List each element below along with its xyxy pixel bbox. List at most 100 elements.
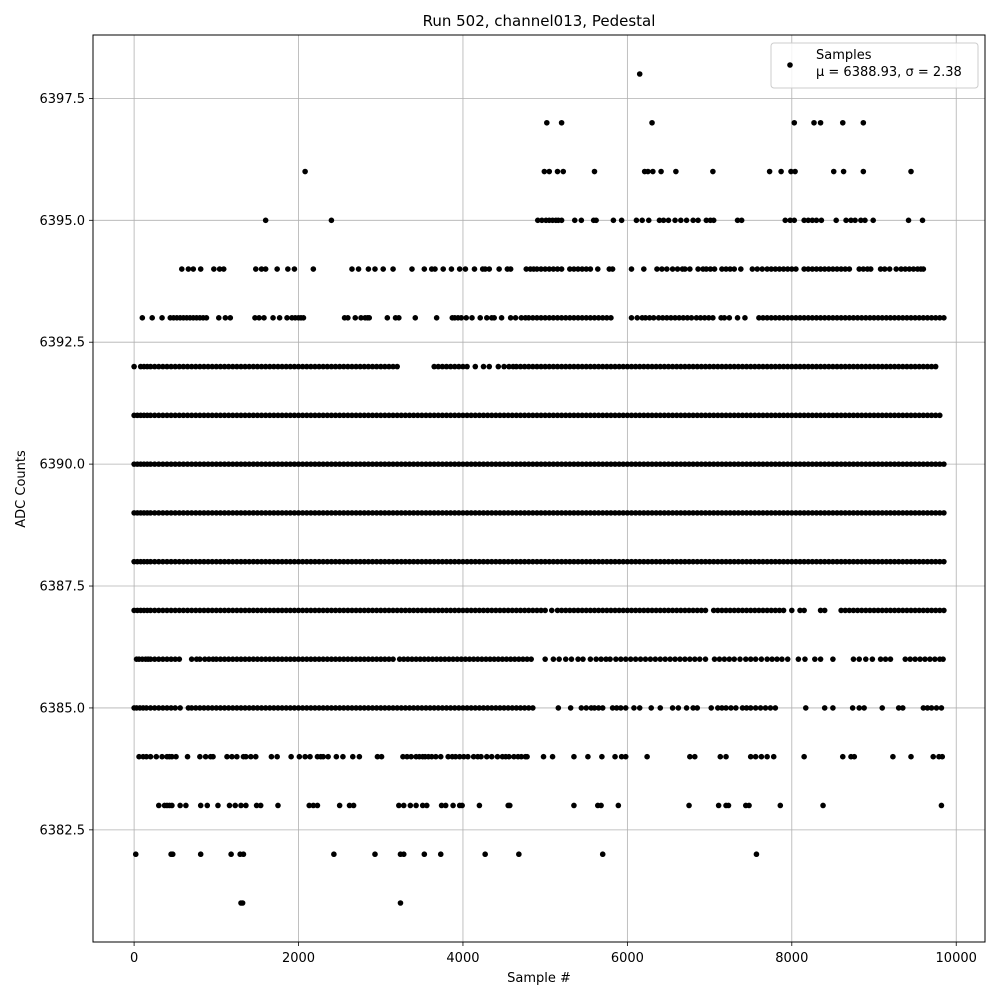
data-point bbox=[246, 705, 253, 711]
data-point bbox=[554, 461, 561, 467]
data-point bbox=[176, 656, 183, 662]
data-point bbox=[579, 558, 585, 565]
data-point bbox=[697, 315, 704, 321]
data-point bbox=[517, 363, 524, 370]
data-point bbox=[657, 705, 664, 711]
data-point bbox=[661, 412, 668, 419]
data-point bbox=[541, 168, 548, 175]
data-point bbox=[275, 510, 281, 516]
data-point bbox=[476, 705, 483, 711]
data-point bbox=[497, 510, 503, 516]
data-point bbox=[242, 656, 248, 662]
data-point bbox=[760, 363, 766, 370]
data-point bbox=[472, 607, 479, 614]
data-point bbox=[369, 705, 376, 711]
data-point bbox=[710, 168, 716, 175]
data-point bbox=[673, 168, 679, 175]
data-point bbox=[854, 412, 861, 419]
data-point bbox=[484, 558, 491, 565]
data-point bbox=[661, 607, 668, 614]
data-point bbox=[567, 315, 573, 321]
data-point bbox=[899, 558, 906, 565]
data-point bbox=[439, 363, 446, 370]
data-point bbox=[838, 266, 844, 272]
data-point bbox=[456, 607, 462, 614]
data-point bbox=[546, 363, 553, 370]
data-point bbox=[295, 705, 302, 711]
data-point bbox=[271, 705, 277, 711]
data-point bbox=[320, 558, 326, 565]
data-point bbox=[725, 802, 732, 809]
data-point bbox=[262, 656, 269, 662]
data-point bbox=[706, 558, 713, 565]
data-point bbox=[373, 558, 380, 565]
data-point bbox=[567, 412, 573, 419]
data-point bbox=[784, 363, 791, 370]
data-point bbox=[345, 705, 351, 711]
data-point bbox=[414, 558, 421, 565]
data-point bbox=[731, 461, 738, 467]
data-point bbox=[658, 168, 664, 175]
data-point bbox=[645, 461, 651, 467]
data-point bbox=[373, 363, 380, 370]
data-point bbox=[308, 461, 314, 467]
data-point bbox=[899, 510, 906, 516]
data-point bbox=[328, 558, 335, 565]
data-point bbox=[567, 363, 573, 370]
data-point bbox=[437, 753, 444, 760]
data-point bbox=[669, 705, 676, 711]
data-point bbox=[525, 363, 532, 370]
data-point bbox=[464, 461, 470, 467]
data-point bbox=[222, 315, 229, 321]
data-point bbox=[920, 412, 927, 419]
data-point bbox=[254, 558, 261, 565]
data-point bbox=[867, 461, 873, 467]
data-point bbox=[221, 705, 228, 711]
data-point bbox=[686, 510, 692, 516]
data-point bbox=[308, 607, 314, 614]
data-point bbox=[417, 656, 424, 662]
data-point bbox=[665, 510, 672, 516]
data-point bbox=[349, 607, 355, 614]
data-point bbox=[160, 461, 166, 467]
data-point bbox=[456, 753, 463, 760]
data-point bbox=[464, 607, 470, 614]
data-point bbox=[739, 558, 746, 565]
data-point bbox=[409, 656, 415, 662]
data-point bbox=[509, 510, 516, 516]
data-point bbox=[340, 461, 347, 467]
data-point bbox=[701, 315, 708, 321]
data-point bbox=[604, 558, 610, 565]
data-point bbox=[715, 802, 722, 809]
data-point bbox=[768, 558, 775, 565]
data-point bbox=[542, 461, 548, 467]
data-point bbox=[727, 363, 733, 370]
data-point bbox=[176, 607, 183, 614]
data-point bbox=[377, 412, 384, 419]
data-point bbox=[147, 705, 154, 711]
data-point bbox=[686, 607, 692, 614]
data-point bbox=[413, 656, 419, 662]
data-point bbox=[780, 558, 787, 565]
data-point bbox=[412, 315, 419, 321]
data-point bbox=[349, 266, 355, 272]
data-point bbox=[809, 558, 816, 565]
data-point bbox=[225, 558, 232, 565]
data-point bbox=[825, 461, 832, 467]
data-point bbox=[920, 461, 927, 467]
data-point bbox=[373, 461, 380, 467]
data-point bbox=[802, 656, 808, 662]
data-point bbox=[908, 168, 914, 175]
data-point bbox=[365, 363, 372, 370]
data-point bbox=[764, 461, 770, 467]
data-point bbox=[443, 363, 450, 370]
data-point bbox=[497, 705, 503, 711]
data-point bbox=[505, 510, 511, 516]
data-point bbox=[825, 266, 832, 272]
data-point bbox=[825, 363, 832, 370]
data-point bbox=[361, 461, 368, 467]
data-point bbox=[487, 656, 493, 662]
data-point bbox=[669, 461, 676, 467]
data-point bbox=[357, 461, 363, 467]
data-point bbox=[361, 558, 368, 565]
